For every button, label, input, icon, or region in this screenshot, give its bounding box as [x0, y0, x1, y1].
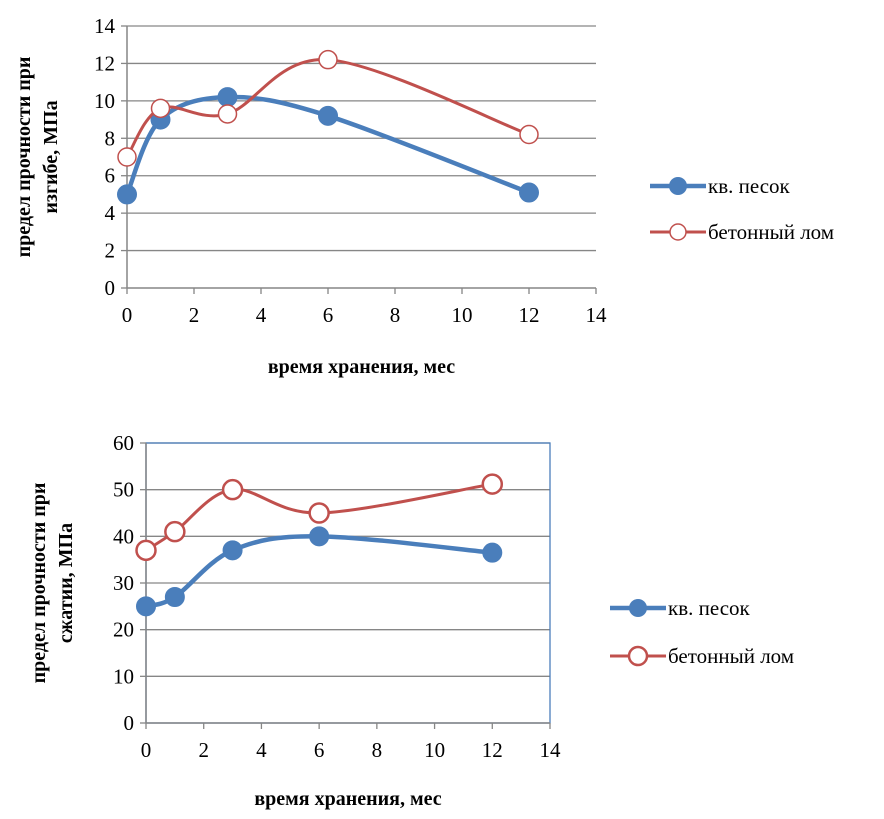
legend-marker-1-0: [669, 177, 687, 195]
point-1-1-3: [318, 49, 338, 70]
y-tick-label-2-1: 10: [113, 664, 134, 688]
point-2-1-1: [164, 520, 186, 543]
point-1-0-0: [117, 184, 137, 205]
y-axis-title-line-1-0: предел прочности при: [13, 57, 35, 258]
y-tick-label-2-5: 50: [113, 478, 134, 502]
chart-2: 0 10 20 30 40 50 60 0 2 4 6 8 10 12 14 время хранения, …: [28, 431, 794, 810]
point-1-0-4: [519, 182, 539, 203]
legend-label-1-0: кв. песок: [708, 174, 791, 198]
point-2-1-0: [135, 539, 157, 562]
legend-marker-2-0: [629, 599, 647, 617]
y-tick-label-1-6: 12: [94, 51, 115, 75]
y-tick-label-1-0: 0: [105, 276, 116, 300]
y-axis-title-1: предел прочности при изгибе, МПа: [13, 57, 62, 258]
y-axis-title-line-2-0: предел прочности при: [28, 483, 50, 684]
x-tick-label-1-5: 10: [452, 303, 473, 327]
x-tick-label-2-1: 2: [198, 738, 209, 762]
point-2-1-4: [481, 473, 504, 495]
point-2-0-2: [222, 540, 243, 561]
y-axis-title-line-2-1: сжатии, МПа: [55, 523, 77, 643]
y-tick-label-2-0: 0: [124, 711, 135, 735]
point-2-1-3: [308, 502, 330, 524]
y-tick-label-2-6: 60: [113, 431, 134, 455]
point-1-1-2: [217, 104, 238, 124]
x-tick-label-2-2: 4: [256, 738, 267, 762]
series-line-2-0: [143, 534, 495, 609]
x-axis-title-2: время хранения, мес: [254, 788, 441, 810]
x-tick-label-2-4: 8: [372, 738, 383, 762]
x-tick-label-1-2: 4: [256, 303, 267, 327]
point-1-1-1: [150, 98, 171, 119]
point-2-0-1: [164, 587, 185, 607]
y-tick-label-1-2: 4: [105, 201, 116, 225]
series-line-1-0: [124, 94, 532, 197]
x-tick-label-1-3: 6: [323, 303, 334, 327]
x-tick-label-1-6: 12: [519, 303, 540, 327]
legend-label-2-0: кв. песок: [668, 596, 751, 620]
chart-1: 0 2 4 6 8 10 12 14 0 2 4 6 8 10 12 14 время хранения, ме…: [13, 14, 834, 378]
y-tick-label-2-4: 40: [113, 524, 134, 548]
x-tick-label-2-6: 12: [482, 738, 503, 762]
y-tick-label-1-7: 14: [94, 14, 116, 38]
y-tick-label-1-4: 8: [105, 126, 116, 150]
point-1-0-2: [217, 87, 238, 108]
point-1-1-4: [519, 124, 539, 145]
point-1-0-3: [318, 105, 338, 126]
y-tick-label-1-5: 10: [94, 89, 115, 113]
legend-label-1-1: бетонный лом: [708, 220, 834, 244]
x-tick-label-1-0: 0: [122, 303, 133, 327]
legend-marker-1-1: [669, 223, 687, 241]
y-tick-label-1-1: 2: [105, 239, 116, 263]
y-tick-label-1-3: 6: [105, 164, 116, 188]
x-axis-title-1: время хранения, мес: [268, 356, 455, 378]
y-axis-title-line-1-1: изгибе, МПа: [40, 100, 62, 213]
x-tick-label-2-5: 10: [424, 738, 445, 762]
y-tick-label-2-3: 30: [113, 571, 134, 595]
point-2-0-0: [136, 596, 156, 617]
point-2-0-4: [482, 542, 503, 563]
legend-marker-2-1: [627, 645, 649, 667]
point-2-1-2: [221, 478, 244, 501]
y-axis-title-2: предел прочности при сжатии, МПа: [28, 483, 77, 684]
x-tick-label-2-3: 6: [314, 738, 325, 762]
y-tick-label-2-2: 20: [113, 618, 134, 642]
x-tick-label-2-0: 0: [141, 738, 152, 762]
x-tick-label-1-7: 14: [586, 303, 608, 327]
legend-label-2-1: бетонный лом: [668, 644, 794, 668]
point-2-0-3: [309, 526, 330, 547]
x-tick-label-2-7: 14: [540, 738, 562, 762]
x-tick-label-1-4: 8: [390, 303, 401, 327]
point-1-1-0: [117, 147, 137, 167]
x-tick-label-1-1: 2: [189, 303, 200, 327]
